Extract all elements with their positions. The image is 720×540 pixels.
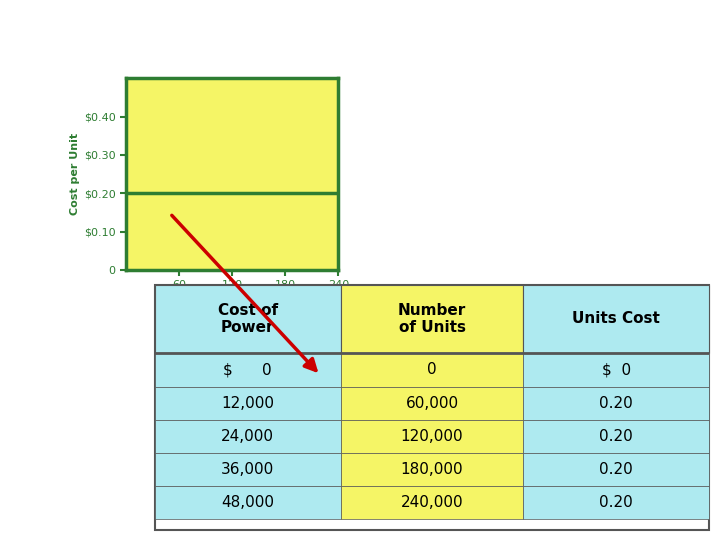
FancyBboxPatch shape [341,387,523,420]
FancyBboxPatch shape [523,453,709,486]
Text: 0.20: 0.20 [600,462,633,477]
Text: Cost of
Power: Cost of Power [217,303,278,335]
Text: 12,000: 12,000 [221,396,274,410]
X-axis label: Units Produced (000): Units Produced (000) [166,295,298,305]
FancyBboxPatch shape [155,453,341,486]
Text: $      0: $ 0 [223,362,272,377]
FancyBboxPatch shape [155,353,341,387]
FancyBboxPatch shape [341,486,523,519]
Text: 240,000: 240,000 [401,495,463,510]
FancyBboxPatch shape [155,420,341,453]
FancyBboxPatch shape [523,486,709,519]
Text: 36,000: 36,000 [221,462,274,477]
FancyBboxPatch shape [341,420,523,453]
FancyBboxPatch shape [155,285,341,353]
Text: $  0: $ 0 [602,362,631,377]
Text: 24,000: 24,000 [221,429,274,444]
Text: 0.20: 0.20 [600,495,633,510]
Text: 0: 0 [427,362,437,377]
Text: 0.20: 0.20 [600,429,633,444]
FancyBboxPatch shape [523,420,709,453]
FancyBboxPatch shape [341,453,523,486]
FancyBboxPatch shape [155,486,341,519]
Text: Unit Variable Cost Graph: Unit Variable Cost Graph [86,38,318,56]
Text: Variable Cost: Variable Cost [405,157,654,191]
FancyBboxPatch shape [341,285,523,353]
FancyBboxPatch shape [155,387,341,420]
Text: 120,000: 120,000 [401,429,463,444]
Y-axis label: Cost per Unit: Cost per Unit [70,133,80,215]
Text: Number
of Units: Number of Units [398,303,466,335]
Text: Units Cost: Units Cost [572,312,660,327]
Text: 60,000: 60,000 [405,396,459,410]
FancyBboxPatch shape [523,353,709,387]
Text: 0.20: 0.20 [600,396,633,410]
FancyBboxPatch shape [523,387,709,420]
Text: 48,000: 48,000 [221,495,274,510]
FancyBboxPatch shape [341,353,523,387]
Text: 180,000: 180,000 [401,462,463,477]
FancyBboxPatch shape [523,285,709,353]
